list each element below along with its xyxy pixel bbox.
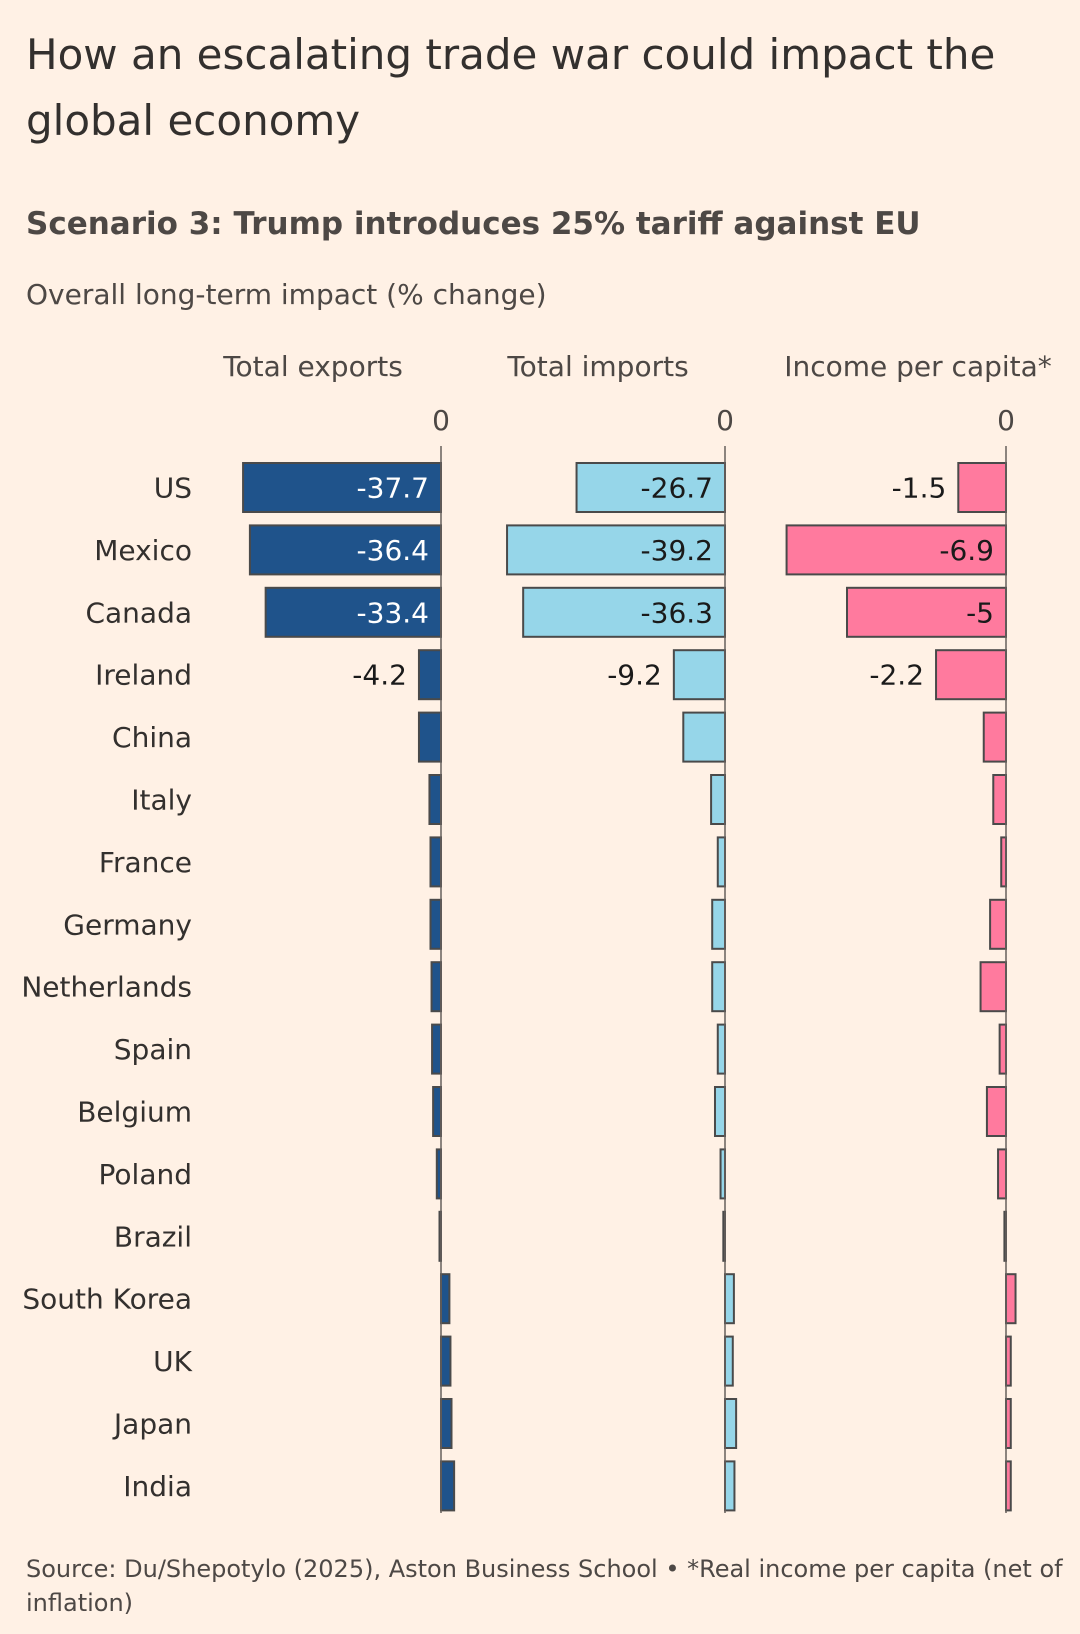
data-label: -1.5 bbox=[892, 472, 947, 505]
bar bbox=[713, 1086, 727, 1137]
bar bbox=[440, 1398, 453, 1449]
bar bbox=[979, 961, 1007, 1013]
bar bbox=[716, 836, 726, 888]
zero-tick-label: 0 bbox=[997, 404, 1015, 437]
bar bbox=[957, 462, 1007, 513]
bar bbox=[985, 1086, 1007, 1137]
category-label: UK bbox=[153, 1345, 192, 1378]
bar bbox=[724, 1460, 736, 1512]
bar bbox=[711, 961, 726, 1013]
category-label: Poland bbox=[99, 1158, 192, 1191]
bar bbox=[672, 649, 727, 701]
bar bbox=[982, 711, 1007, 763]
data-label: -39.2 bbox=[641, 534, 713, 567]
category-label: France bbox=[99, 846, 192, 879]
bar bbox=[417, 649, 443, 701]
bar bbox=[998, 1023, 1008, 1075]
category-label: Mexico bbox=[94, 534, 192, 567]
data-label: -9.2 bbox=[607, 659, 662, 692]
bar bbox=[242, 462, 442, 513]
data-label: -6.9 bbox=[939, 534, 994, 567]
bar bbox=[440, 1335, 452, 1387]
bar bbox=[429, 898, 442, 950]
series-header: Total imports bbox=[506, 350, 688, 383]
chart-description: Overall long-term impact (% change) bbox=[26, 278, 547, 311]
data-label: -4.2 bbox=[352, 659, 407, 692]
category-label: Brazil bbox=[114, 1220, 192, 1253]
bar bbox=[997, 1148, 1007, 1200]
data-label: -26.7 bbox=[641, 472, 713, 505]
bar bbox=[724, 1273, 735, 1325]
category-label: South Korea bbox=[22, 1283, 192, 1316]
bar bbox=[264, 586, 442, 638]
bar bbox=[428, 774, 443, 825]
zero-tick-label: 0 bbox=[432, 404, 450, 437]
bar bbox=[992, 774, 1008, 825]
bar bbox=[682, 711, 726, 763]
category-label: India bbox=[123, 1470, 192, 1503]
category-label: US bbox=[154, 472, 192, 505]
category-label: Canada bbox=[85, 596, 192, 629]
category-label: China bbox=[112, 721, 192, 754]
bar bbox=[430, 961, 442, 1013]
bar bbox=[506, 524, 726, 576]
zero-tick-label: 0 bbox=[716, 404, 734, 437]
bar bbox=[440, 1460, 456, 1512]
data-label: -37.7 bbox=[357, 472, 429, 505]
bar bbox=[575, 462, 726, 513]
bar bbox=[440, 1273, 451, 1325]
data-label: -2.2 bbox=[869, 659, 924, 692]
bar bbox=[989, 898, 1007, 950]
source-note: Source: Du/Shepotylo (2025), Aston Busin… bbox=[26, 1555, 1063, 1617]
chart-title: How an escalating trade war could impact… bbox=[26, 30, 996, 145]
bar bbox=[785, 524, 1008, 576]
category-label: Belgium bbox=[77, 1096, 192, 1129]
category-label: Netherlands bbox=[21, 971, 192, 1004]
category-label: Germany bbox=[63, 908, 192, 941]
data-label: -33.4 bbox=[357, 596, 429, 629]
category-label: Spain bbox=[114, 1033, 192, 1066]
bar bbox=[248, 524, 442, 576]
bar bbox=[432, 1086, 442, 1137]
chart-subtitle: Scenario 3: Trump introduces 25% tariff … bbox=[26, 206, 921, 242]
bar-chart: US Mexico Canada Ireland China Italy France Ger… bbox=[21, 350, 1052, 1513]
data-label: -36.4 bbox=[357, 534, 429, 567]
data-label: -5 bbox=[966, 596, 994, 629]
category-label: Ireland bbox=[95, 659, 192, 692]
bar bbox=[710, 774, 726, 825]
category-label: Japan bbox=[112, 1408, 192, 1441]
bar bbox=[711, 898, 726, 950]
bar bbox=[716, 1023, 726, 1075]
bar bbox=[1005, 1273, 1017, 1325]
series-header: Total exports bbox=[222, 350, 403, 383]
bar bbox=[429, 836, 442, 888]
bar bbox=[417, 711, 443, 763]
bar bbox=[431, 1023, 443, 1075]
bar bbox=[846, 586, 1007, 638]
bar bbox=[935, 649, 1007, 701]
bar bbox=[724, 1398, 738, 1449]
series-header: Income per capita* bbox=[784, 350, 1052, 383]
category-label: Italy bbox=[131, 784, 192, 817]
bar bbox=[522, 586, 726, 638]
bar bbox=[724, 1335, 734, 1387]
data-label: -36.3 bbox=[641, 596, 713, 629]
